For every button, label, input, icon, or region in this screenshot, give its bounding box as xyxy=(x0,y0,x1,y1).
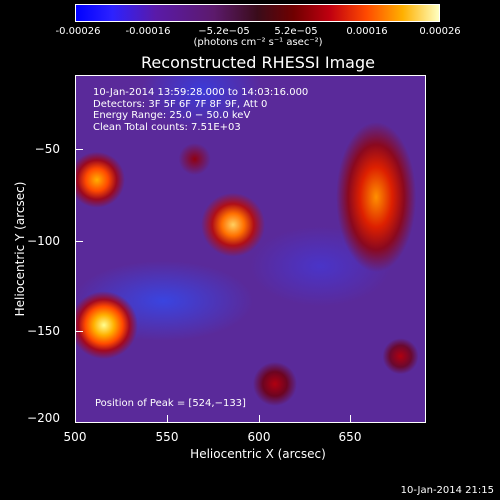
colorbar-units: (photons cm⁻² s⁻¹ asec⁻²) xyxy=(193,37,323,48)
y-tick-label: −50 xyxy=(34,142,60,156)
colorbar-tick: -0.00026 xyxy=(55,26,101,37)
colorbar-tick: −5.2e−05 xyxy=(198,26,250,37)
annotation-line: Energy Range: 25.0 − 50.0 keV xyxy=(93,110,251,121)
colorbar-tick: -0.00016 xyxy=(125,26,171,37)
timestamp: 10-Jan-2014 21:15 xyxy=(400,485,494,496)
colorbar-tick: 0.00026 xyxy=(419,26,461,37)
annotation-line: Clean Total counts: 7.51E+03 xyxy=(93,121,241,133)
annotation-block: 10-Jan-2014 13:59:28.000 to 14:03:16.000… xyxy=(93,87,308,133)
y-axis-label: Heliocentric Y (arcsec) xyxy=(13,181,27,317)
x-tick-label: 600 xyxy=(247,430,271,444)
y-tick-mark xyxy=(75,241,83,242)
y-tick-label: −150 xyxy=(27,324,60,338)
annotation-line: Detectors: 3F 5F 6F 7F 8F 9F, Att 0 xyxy=(93,98,268,110)
x-axis-label: Heliocentric X (arcsec) xyxy=(190,447,326,461)
x-tick-mark xyxy=(167,415,168,423)
x-tick-mark xyxy=(350,415,351,423)
x-tick-label: 550 xyxy=(155,430,179,444)
heatmap-image xyxy=(75,75,426,423)
x-tick-label: 500 xyxy=(63,430,87,444)
y-tick-mark xyxy=(75,331,83,332)
colorbar-tick: 0.00016 xyxy=(346,26,388,37)
x-tick-mark xyxy=(259,415,260,423)
chart-title: Reconstructed RHESSI Image xyxy=(141,53,375,72)
y-tick-label: −100 xyxy=(27,234,60,248)
annotation-line: 10-Jan-2014 13:59:28.000 to 14:03:16.000 xyxy=(93,87,309,98)
colorbar-tick: 5.2e−05 xyxy=(274,26,318,37)
y-tick-mark xyxy=(75,149,83,150)
y-tick-label: −200 xyxy=(27,411,60,425)
peak-position-label: Position of Peak = [524,−133] xyxy=(95,398,246,409)
x-tick-label: 650 xyxy=(338,430,362,444)
colorbar xyxy=(75,4,440,22)
